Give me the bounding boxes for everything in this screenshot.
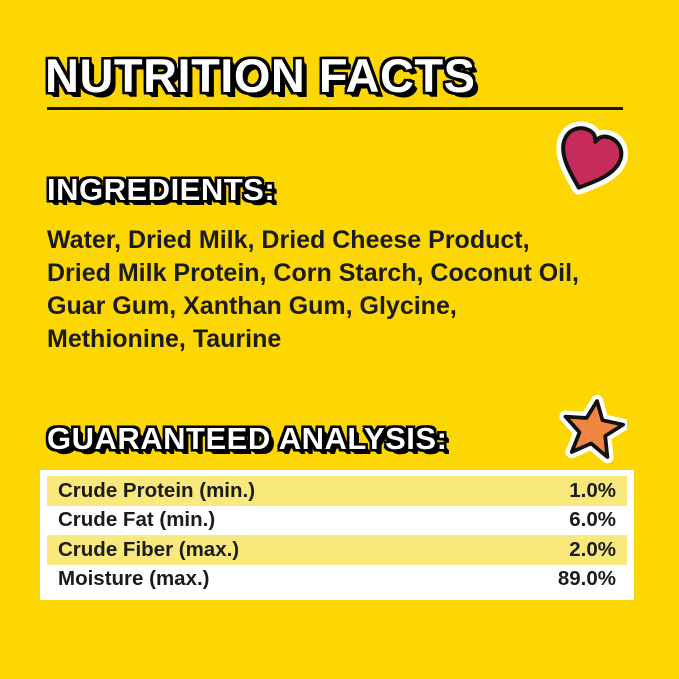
table-row: Crude Fiber (max.) 2.0% [47,535,627,565]
table-row: Crude Fat (min.) 6.0% [47,505,627,535]
ingredients-line: Dried Milk Protein, Corn Starch, Coconut… [47,259,579,287]
table-row: Moisture (max.) 89.0% [47,564,627,594]
row-label: Crude Protein (min.) [58,478,256,502]
ingredients-line: Guar Gum, Xanthan Gum, Glycine, [47,292,457,320]
heart-icon [556,121,628,195]
row-value: 1.0% [569,478,616,502]
title-underline [47,107,623,110]
ingredients-line: Methionine, Taurine [47,325,282,353]
row-value: 6.0% [569,508,616,532]
ingredients-line: Water, Dried Milk, Dried Cheese Product, [47,226,530,254]
row-label: Moisture (max.) [58,567,210,591]
ingredients-heading: INGREDIENTS: [47,172,276,207]
row-label: Crude Fat (min.) [58,508,216,532]
row-value: 89.0% [557,567,616,591]
star-icon [559,394,627,464]
ingredients-text: Water, Dried Milk, Dried Cheese Product,… [47,224,579,356]
guaranteed-analysis-table: Crude Protein (min.) 1.0% Crude Fat (min… [40,470,634,600]
row-value: 2.0% [569,537,616,561]
page-title: NUTRITION FACTS [45,49,476,102]
table-row: Crude Protein (min.) 1.0% [47,476,627,506]
guaranteed-analysis-heading: GUARANTEED ANALYSIS: [47,421,448,456]
row-label: Crude Fiber (max.) [58,537,240,561]
